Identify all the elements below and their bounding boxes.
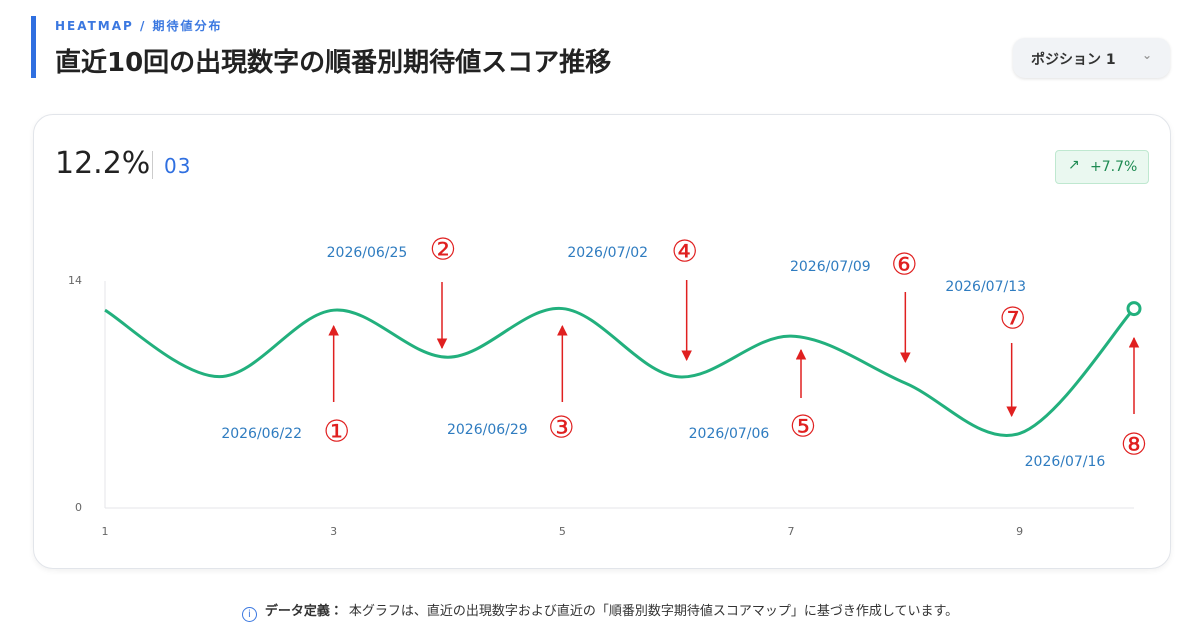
footer-text: 本グラフは、直近の出現数字および直近の「順番別数字期待値スコアマップ」に基づき作… [348, 604, 959, 619]
metric: 12.2% [55, 146, 151, 181]
annotation-number: ⑤ [790, 410, 817, 445]
annotation-date: 2026/07/09 [790, 259, 871, 275]
annotation-date: 2026/07/06 [689, 426, 770, 442]
annotation-number: ③ [548, 411, 575, 446]
annotation-number: ① [323, 415, 350, 450]
annotation-date: 2026/07/02 [567, 245, 648, 261]
x-tick-label: 1 [102, 525, 109, 538]
change-value: +7.7% [1090, 159, 1138, 175]
dropdown-label: ポジション 1 [1031, 52, 1116, 68]
arrow-icon: ↗ [1068, 157, 1080, 173]
x-tick-label: 3 [330, 525, 337, 538]
x-tick-label: 5 [559, 525, 566, 538]
change-badge: ↗ +7.7% [1055, 150, 1149, 184]
annotation-date: 2026/06/22 [221, 426, 302, 442]
annotation-date: 2026/07/13 [945, 279, 1026, 295]
y-tick-label: 14 [68, 274, 82, 287]
last-point [1126, 301, 1142, 317]
annotation-number: ⑧ [1121, 428, 1148, 463]
annotation-date: 2026/07/16 [1025, 454, 1106, 470]
annotation-number: ⑦ [999, 302, 1026, 337]
info-icon: i [241, 607, 257, 622]
footer-label: データ定義： [264, 604, 343, 619]
annotation-number: ⑥ [891, 248, 918, 283]
accent-bar [31, 16, 36, 78]
number: 03 [164, 154, 192, 178]
chart-card [33, 114, 1171, 569]
separator [152, 151, 153, 179]
x-tick-label: 9 [1016, 525, 1023, 538]
page-title: 直近10回の出現数字の順番別期待値スコア推移 [55, 48, 612, 78]
x-tick-label: 7 [788, 525, 795, 538]
annotation-date: 2026/06/25 [327, 245, 408, 261]
footer: i データ定義： 本グラフは、直近の出現数字および直近の「順番別数字期待値スコアマッ… [0, 600, 1200, 622]
annotation-number: ② [430, 233, 457, 268]
annotation-date: 2026/06/29 [447, 422, 528, 438]
position-dropdown[interactable]: ポジション 1 ⌄ [1013, 38, 1170, 78]
annotation-number: ④ [671, 235, 698, 270]
line [104, 307, 1136, 437]
eyebrow: HEATMAP / 期待値分布 [55, 19, 223, 33]
y-tick-label: 0 [75, 501, 82, 514]
chevron: ⌄ [1141, 48, 1152, 62]
